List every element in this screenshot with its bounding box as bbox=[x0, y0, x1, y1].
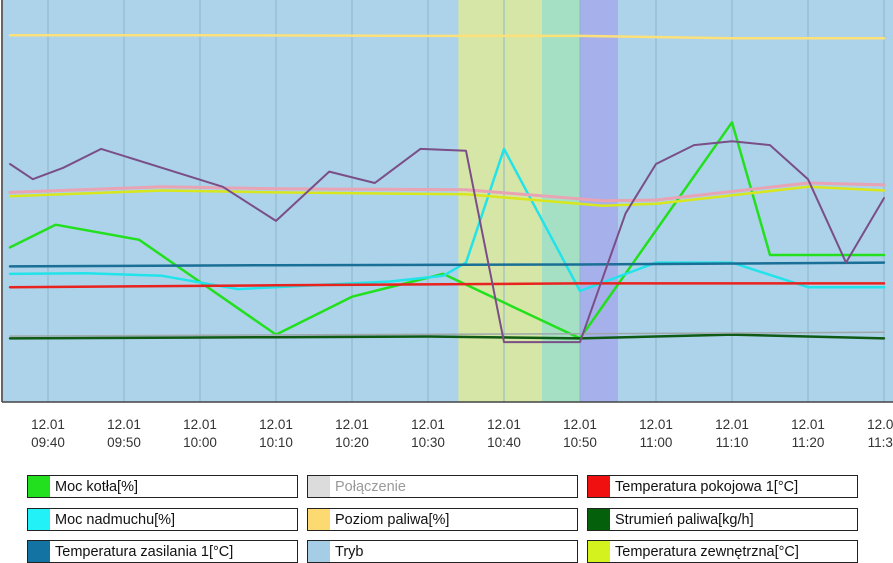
x-tick-time: 11:00 bbox=[640, 435, 673, 450]
legend-swatch bbox=[588, 541, 610, 562]
chart-legend: Moc kotła[%] Połączenie Temperatura poko… bbox=[27, 475, 858, 563]
legend-item-tryb[interactable]: Tryb bbox=[307, 540, 578, 563]
legend-swatch bbox=[308, 509, 330, 530]
legend-swatch bbox=[28, 476, 50, 497]
x-tick-time: 11:20 bbox=[792, 435, 825, 450]
x-tick-date: 12.01 bbox=[563, 417, 597, 432]
series-line-8 bbox=[8, 181, 886, 203]
x-tick-date: 12.01 bbox=[639, 417, 673, 432]
legend-label: Temperatura zewnętrzna[°C] bbox=[615, 543, 799, 560]
x-tick-time: 11:30 bbox=[868, 435, 893, 450]
legend-label: Strumień paliwa[kg/h] bbox=[615, 511, 754, 528]
series-line-3 bbox=[8, 261, 886, 268]
series-line-2 bbox=[8, 282, 886, 289]
x-tick-date: 12.01 bbox=[715, 417, 749, 432]
x-tick-date: 12.01 bbox=[259, 417, 293, 432]
series-line-5 bbox=[9, 331, 885, 337]
legend-item-moc-nadmuchu[interactable]: Moc nadmuchu[%] bbox=[27, 508, 298, 531]
legend-item-polaczenie[interactable]: Połączenie bbox=[307, 475, 578, 498]
legend-item-temperatura-pokojowa[interactable]: Temperatura pokojowa 1[°C] bbox=[587, 475, 858, 498]
legend-item-poziom-paliwa[interactable]: Poziom paliwa[%] bbox=[307, 508, 578, 531]
line-chart[interactable]: 12.01 09:40 12.01 09:50 12.01 10:00 12.01 10:10… bbox=[0, 0, 893, 551]
x-tick-time: 10:40 bbox=[487, 435, 521, 450]
legend-label: Poziom paliwa[%] bbox=[335, 511, 450, 528]
x-tick-date: 12.01 bbox=[107, 417, 141, 432]
legend-label: Moc kotła[%] bbox=[55, 478, 138, 495]
series-lines bbox=[8, 33, 886, 344]
x-tick-date: 12.01 bbox=[791, 417, 825, 432]
legend-label: Moc nadmuchu[%] bbox=[55, 511, 176, 528]
legend-label: Połączenie bbox=[335, 478, 406, 495]
x-tick-date: 12.01 bbox=[867, 417, 893, 432]
plot-background bbox=[3, 0, 893, 402]
x-tick-time: 10:20 bbox=[335, 435, 369, 450]
series-line-6 bbox=[8, 33, 886, 40]
x-axis-ticks: 12.01 09:40 12.01 09:50 12.01 10:00 12.01 10:10… bbox=[31, 417, 893, 450]
legend-swatch bbox=[28, 541, 50, 562]
x-tick-time: 10:30 bbox=[411, 435, 445, 450]
legend-item-temperatura-zewnetrzna[interactable]: Temperatura zewnętrzna[°C] bbox=[587, 540, 858, 563]
legend-item-strumien-paliwa[interactable]: Strumień paliwa[kg/h] bbox=[587, 508, 858, 531]
legend-item-moc-kotla[interactable]: Moc kotła[%] bbox=[27, 475, 298, 498]
x-tick-date: 12.01 bbox=[487, 417, 521, 432]
x-tick-date: 12.01 bbox=[335, 417, 369, 432]
series-line-7 bbox=[8, 185, 886, 207]
legend-swatch bbox=[588, 509, 610, 530]
legend-label: Temperatura pokojowa 1[°C] bbox=[615, 478, 799, 495]
x-tick-time: 10:00 bbox=[183, 435, 217, 450]
x-tick-time: 10:10 bbox=[259, 435, 293, 450]
legend-swatch bbox=[588, 476, 610, 497]
x-tick-date: 12.01 bbox=[31, 417, 65, 432]
legend-swatch bbox=[28, 509, 50, 530]
legend-swatch bbox=[308, 476, 330, 497]
x-tick-time: 09:50 bbox=[107, 435, 141, 450]
legend-label: Temperatura zasilania 1[°C] bbox=[55, 543, 234, 560]
x-tick-date: 12.01 bbox=[183, 417, 217, 432]
x-tick-time: 09:40 bbox=[31, 435, 65, 450]
x-tick-time: 10:50 bbox=[563, 435, 597, 450]
chart-area[interactable]: 12.01 09:40 12.01 09:50 12.01 10:00 12.01 10:10… bbox=[0, 0, 893, 551]
x-tick-time: 11:10 bbox=[716, 435, 749, 450]
legend-item-temperatura-zasilania[interactable]: Temperatura zasilania 1[°C] bbox=[27, 540, 298, 563]
legend-swatch bbox=[308, 541, 330, 562]
series-line-9 bbox=[9, 140, 885, 344]
mode-band-0 bbox=[458, 0, 542, 402]
x-tick-date: 12.01 bbox=[411, 417, 445, 432]
legend-label: Tryb bbox=[335, 543, 364, 560]
